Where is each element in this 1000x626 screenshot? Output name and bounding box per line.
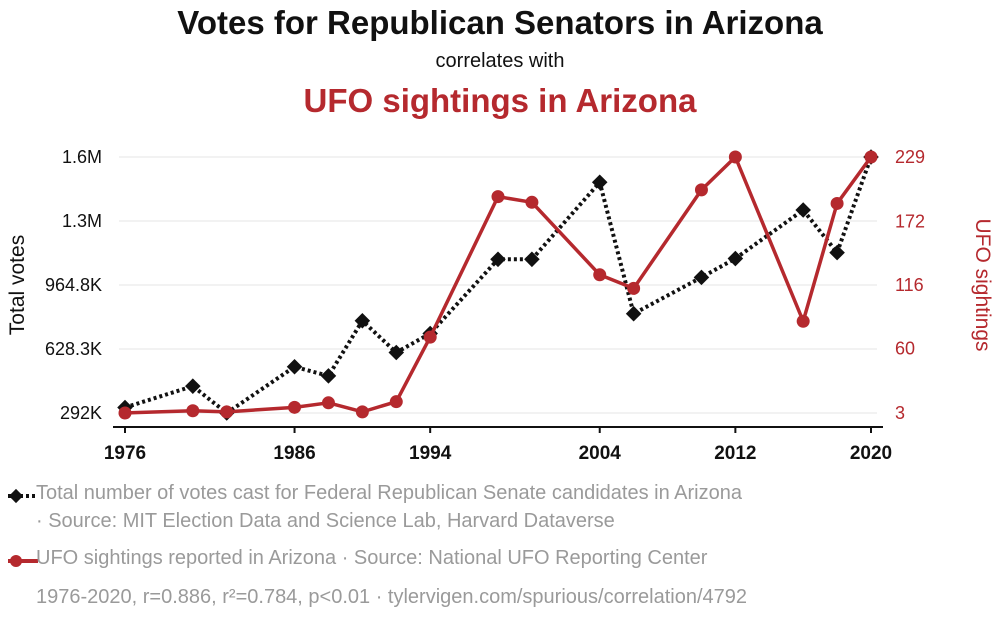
y-axis-title-left: Total votes [6,235,29,335]
data-point-ufo [525,195,539,209]
x-axis [113,426,883,433]
footer-stats: 1976-2020, r=0.886, r²=0.784, p<0.01 · t… [36,586,747,608]
x-tick-label: 2012 [714,443,756,464]
data-point-votes [829,244,845,261]
y-tick-left: 628.3K [45,339,102,359]
data-point-ufo [186,404,200,418]
y-tick-right: 116 [895,275,924,295]
x-tick-label: 2004 [579,443,622,464]
tick-labels: 1.6M 1.3M 964.8K 628.3K 292K 229 172 116 60 3 1976… [45,147,925,464]
data-point-votes [625,305,642,322]
y-axis-title-right: UFO sightings [971,218,994,351]
data-point-votes [185,378,201,394]
y-tick-left: 1.6M [62,147,102,167]
chart-plot: 1.6M 1.3M 964.8K 628.3K 292K 229 172 116 60 3 1976… [6,147,994,464]
y-tick-left: 292K [60,403,102,423]
x-tick-label: 1976 [104,443,146,464]
y-tick-right: 3 [895,403,905,423]
legend-source-votes: · Source: MIT Election Data and Science … [36,510,615,532]
x-tick-label: 1994 [409,443,452,464]
data-point-ufo [423,330,437,344]
data-point-ufo [864,150,878,164]
data-point-ufo [288,400,302,414]
chart-subtitle: correlates with [435,50,565,72]
data-point-votes [795,202,811,218]
series-ufo [118,150,878,420]
data-point-ufo [728,150,742,164]
y-tick-right: 229 [895,147,925,167]
data-point-ufo [796,314,810,328]
chart-title: Votes for Republican Senators in Arizona [177,4,823,41]
data-point-ufo [321,396,335,410]
data-point-ufo [118,406,132,420]
data-point-votes [388,344,405,361]
y-tick-left: 1.3M [62,211,102,231]
data-point-ufo [491,190,505,204]
y-tick-left: 964.8K [45,275,102,295]
data-point-ufo [355,405,369,419]
data-point-ufo [627,281,641,295]
chart-title-secondary: UFO sightings in Arizona [303,82,697,119]
data-point-ufo [220,405,234,419]
x-tick-label: 2020 [850,443,892,464]
legend-label-ufo: UFO sightings reported in Arizona · Sour… [36,547,708,569]
grid-lines [119,156,877,414]
legend-key-votes [8,488,38,504]
legend-key-ufo [8,555,38,567]
legend-label-votes: Total number of votes cast for Federal R… [36,482,742,504]
data-point-ufo [830,196,844,210]
data-point-ufo [389,395,403,409]
data-point-ufo [593,268,607,282]
data-point-votes [591,174,608,191]
y-tick-right: 172 [895,212,925,232]
x-tick-label: 1986 [273,443,315,464]
data-point-ufo [694,183,708,197]
data-point-votes [320,368,337,384]
y-tick-right: 60 [895,338,915,358]
data-point-votes [693,269,710,286]
